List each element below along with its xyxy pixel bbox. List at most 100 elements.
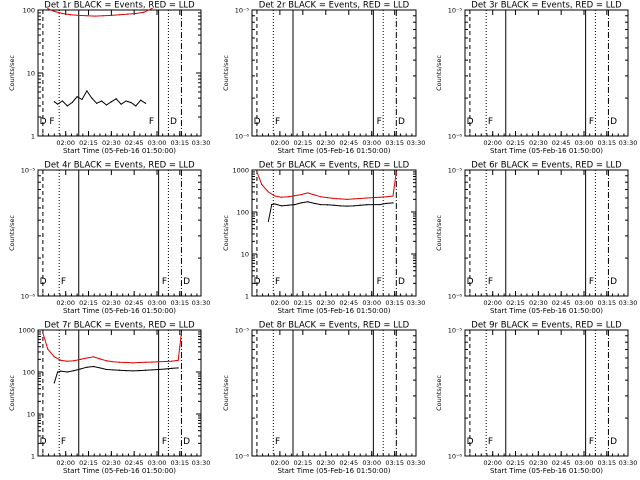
x-tick-label: 03:00	[148, 139, 167, 147]
x-tick-label: 03:15	[385, 299, 404, 307]
x-tick-label: 03:15	[170, 299, 189, 307]
rate-data-point	[86, 357, 88, 359]
x-tick-label: 02:00	[483, 459, 502, 467]
rate-data-point	[138, 361, 140, 364]
x-tick-label: 02:45	[125, 139, 144, 147]
rate-data-point	[395, 171, 397, 173]
rate-data-point	[100, 100, 103, 102]
x-tick-label: 03:00	[575, 139, 594, 147]
event-flag: D	[398, 277, 405, 287]
event-flag: F	[488, 437, 493, 447]
rate-data-point	[120, 103, 122, 105]
rate-data-point	[125, 369, 127, 372]
rate-data-point	[158, 368, 160, 371]
y-tick-label: 100	[23, 7, 35, 15]
rate-data-point	[261, 183, 263, 186]
rate-data-point	[115, 98, 117, 100]
rate-data-point	[86, 90, 88, 92]
rate-data-point	[320, 196, 322, 198]
rate-data-point	[392, 195, 394, 197]
x-axis-label: Start Time (05-Feb-16 01:50:00)	[277, 147, 390, 155]
rate-data-point	[144, 361, 147, 363]
detector-panel-9: Det 9r BLACK = Events, RED = LLD Start Ti…	[435, 321, 637, 476]
rate-data-point	[79, 358, 81, 360]
y-tick-label: 1000	[18, 327, 35, 335]
x-tick-label: 02:30	[316, 459, 335, 467]
rate-data-point	[339, 198, 342, 200]
rate-data-point	[313, 194, 315, 196]
y-tick-label: 10⁻⁵	[235, 7, 250, 15]
rate-data-point	[131, 370, 134, 372]
rate-data-point	[61, 12, 64, 15]
x-tick-label: 03:15	[170, 459, 189, 467]
event-flag: D	[40, 117, 47, 127]
rate-data-point	[130, 101, 132, 104]
x-tick-label: 02:30	[529, 299, 548, 307]
detector-panel-3: Det 3r BLACK = Events, RED = LLD Start Ti…	[435, 1, 637, 156]
event-flag: D	[254, 117, 261, 127]
x-tick-label: 02:00	[271, 139, 290, 147]
y-tick-label: 10	[27, 70, 35, 78]
event-flag: D	[467, 117, 474, 127]
rate-data-point	[56, 371, 59, 373]
rate-data-point	[42, 332, 44, 334]
x-tick-label: 03:00	[148, 299, 167, 307]
plot-frame	[251, 329, 417, 457]
y-tick-label: 1	[245, 293, 249, 301]
x-tick-label: 03:15	[597, 459, 616, 467]
y-axis-label: Counts/sec	[435, 215, 443, 251]
panel-title: Det 9r BLACK = Events, RED = LLD	[471, 321, 622, 331]
x-tick-label: 02:45	[339, 299, 358, 307]
plot-frame	[251, 9, 417, 137]
rate-data-point	[73, 369, 75, 372]
x-tick-label: 02:45	[552, 139, 571, 147]
x-tick-label: 02:30	[102, 299, 121, 307]
rate-data-point	[135, 105, 137, 107]
rate-data-point	[392, 202, 394, 204]
rate-data-point	[105, 360, 108, 362]
event-flag: F	[589, 117, 594, 127]
event-flag: D	[610, 117, 617, 127]
event-flag: D	[610, 277, 617, 287]
x-tick-label: 02:00	[56, 139, 75, 147]
rate-data-point	[127, 13, 129, 15]
x-tick-label: 03:30	[619, 139, 638, 147]
rate-data-point	[125, 361, 127, 364]
x-tick-label: 02:45	[552, 299, 571, 307]
event-flag: F	[162, 437, 167, 447]
rate-series-line	[256, 171, 397, 200]
y-axis-label: Counts/sec	[8, 375, 16, 411]
x-axis-label: Start Time (05-Feb-16 01:50:00)	[277, 307, 390, 315]
rate-data-point	[151, 7, 153, 10]
x-tick-label: 02:15	[293, 459, 312, 467]
rate-data-point	[280, 196, 283, 198]
x-tick-label: 03:30	[619, 299, 638, 307]
rate-data-point	[47, 8, 49, 10]
event-flag: F	[61, 437, 66, 447]
rate-data-point	[135, 12, 137, 15]
rate-data-point	[379, 204, 381, 206]
rate-data-point	[333, 204, 335, 206]
x-tick-label: 02:45	[552, 459, 571, 467]
detector-panel-8: Det 8r BLACK = Events, RED = LLD Start Ti…	[222, 321, 425, 476]
rate-data-point	[353, 198, 355, 200]
rate-data-point	[79, 368, 81, 370]
rate-data-point	[60, 359, 62, 361]
y-tick-label: 1	[31, 133, 35, 141]
plot-frame	[251, 169, 417, 297]
event-flag: D	[254, 277, 261, 287]
rate-data-point	[366, 197, 368, 199]
panel-title: Det 1r BLACK = Events, RED = LLD	[44, 1, 195, 11]
rate-data-point	[366, 204, 368, 206]
x-axis-label: Start Time (05-Feb-16 01:50:00)	[277, 467, 390, 475]
x-tick-label: 03:00	[362, 459, 381, 467]
x-tick-label: 02:15	[506, 139, 525, 147]
y-tick-label: 10⁻⁵	[448, 327, 463, 335]
y-tick-label: 10⁻⁶	[235, 133, 250, 141]
rate-data-point	[118, 14, 121, 16]
rate-series-line	[42, 332, 182, 364]
plot-frame	[464, 9, 629, 137]
detector-panel-2: Det 2r BLACK = Events, RED = LLD Start Ti…	[222, 1, 425, 156]
rate-data-point	[66, 360, 68, 362]
